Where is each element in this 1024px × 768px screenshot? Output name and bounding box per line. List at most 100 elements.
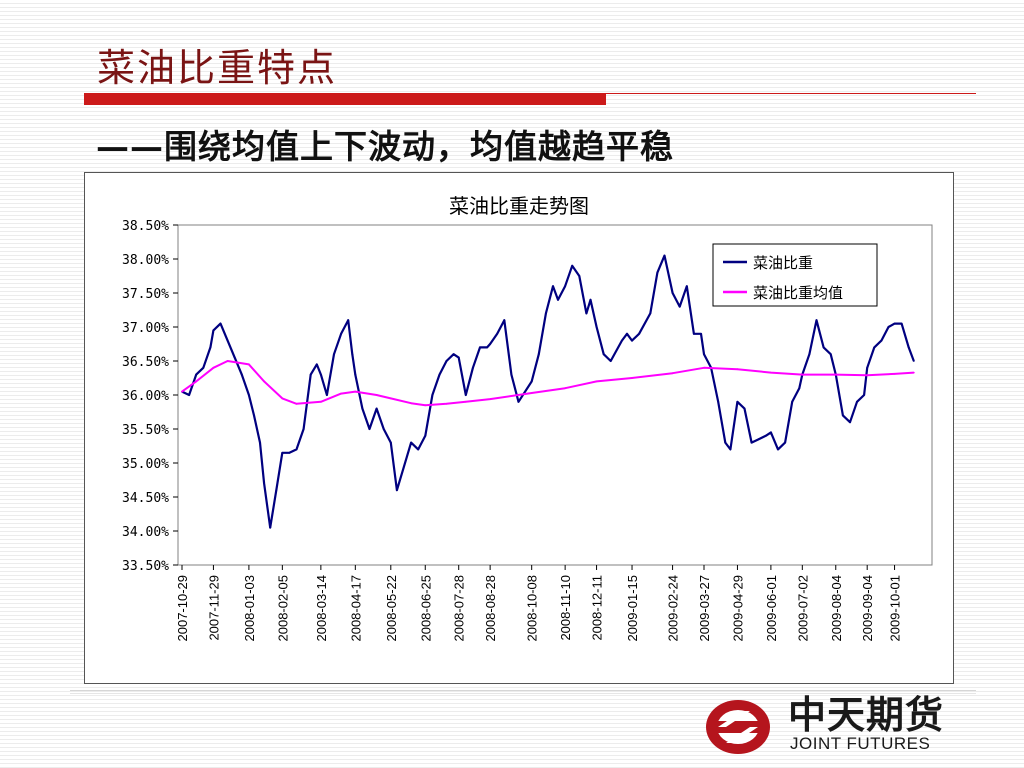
x-tick-label: 2008-11-10	[558, 575, 573, 641]
data-point-main	[438, 373, 441, 376]
data-point-main	[578, 275, 581, 277]
data-point-main	[724, 441, 727, 444]
data-point-main	[315, 363, 318, 366]
data-point-mean	[893, 373, 896, 375]
x-tick-label: 2007-11-29	[206, 575, 221, 641]
data-point-main	[571, 264, 574, 267]
x-tick-label: 2008-01-03	[242, 575, 257, 642]
data-point-main	[693, 332, 695, 335]
data-point-main	[281, 451, 284, 454]
data-point-main	[589, 298, 592, 301]
data-point-mean	[320, 400, 322, 403]
x-tick-label: 2009-07-02	[795, 575, 810, 642]
data-point-main	[770, 431, 772, 434]
data-point-mean	[834, 373, 837, 376]
data-point-main	[663, 254, 666, 257]
x-tick-label: 2008-03-14	[314, 575, 329, 642]
data-point-main	[552, 285, 554, 288]
data-point-main	[269, 526, 272, 529]
data-point-main	[351, 353, 354, 356]
data-point-mean	[464, 400, 467, 403]
data-point-main	[489, 343, 491, 345]
data-point-main	[671, 292, 674, 294]
data-point-main	[656, 271, 659, 274]
chart-title: 菜油比重走势图	[449, 194, 589, 218]
data-point-main	[431, 394, 434, 396]
data-point-main	[907, 346, 910, 349]
data-point-main	[361, 407, 364, 410]
data-point-main	[253, 414, 255, 417]
data-point-mean	[770, 371, 772, 374]
data-point-main	[503, 319, 506, 322]
data-point-main	[517, 400, 520, 403]
data-point-main	[736, 400, 739, 403]
y-tick-label: 35.00%	[122, 457, 169, 472]
data-point-mean	[801, 373, 804, 376]
data-point-main	[530, 380, 533, 383]
data-point-main	[382, 428, 385, 430]
data-point-main	[275, 489, 278, 492]
data-point-main	[856, 400, 858, 403]
y-tick-label: 34.00%	[122, 525, 169, 540]
data-point-main	[621, 339, 623, 342]
data-point-main	[777, 448, 779, 451]
data-point-main	[822, 346, 825, 349]
data-point-mean	[445, 402, 448, 405]
data-point-main	[537, 353, 540, 356]
data-point-mean	[866, 374, 869, 377]
data-point-mean	[354, 390, 357, 393]
data-point-mean	[248, 363, 250, 366]
title-underline	[606, 93, 976, 94]
footer-divider-secondary	[70, 693, 976, 694]
y-tick-label: 36.50%	[122, 355, 169, 370]
data-point-mean	[389, 397, 392, 400]
data-point-mean	[912, 371, 915, 374]
data-point-mean	[375, 394, 378, 396]
data-point-main	[263, 482, 265, 485]
y-tick-label: 33.50%	[122, 559, 169, 574]
data-point-main	[326, 394, 328, 396]
x-tick-label: 2009-08-04	[829, 575, 844, 642]
data-point-main	[557, 298, 559, 301]
y-tick-label: 38.00%	[122, 253, 169, 268]
data-point-main	[849, 421, 851, 424]
x-tick-label: 2009-10-01	[888, 575, 903, 642]
x-tick-label: 2007-10-29	[175, 575, 190, 642]
data-point-main	[212, 329, 215, 332]
data-point-main	[410, 441, 412, 444]
data-point-mean	[281, 397, 284, 400]
data-point-main	[791, 400, 794, 403]
data-point-main	[887, 326, 890, 328]
data-point-main	[866, 366, 869, 369]
legend-label: 菜油比重	[753, 254, 813, 272]
data-point-mean	[295, 402, 298, 405]
data-point-main	[368, 428, 371, 430]
x-tick-label: 2008-12-11	[590, 575, 605, 641]
data-point-mean	[424, 404, 427, 407]
data-point-main	[595, 326, 598, 328]
data-point-main	[403, 465, 405, 468]
data-point-main	[729, 448, 732, 451]
data-point-mean	[631, 377, 633, 379]
data-point-main	[496, 332, 499, 335]
data-point-main	[912, 360, 915, 362]
data-point-main	[240, 373, 243, 376]
data-point-main	[717, 400, 720, 403]
y-tick-label: 38.50%	[122, 219, 169, 234]
chart-frame: 菜油比重走势图 38.50% 38.00% 37.50% 37.00% 36.50% 36…	[84, 172, 954, 684]
data-point-main	[808, 353, 811, 356]
data-point-mean	[703, 366, 705, 369]
x-tick-label: 2008-05-22	[384, 575, 399, 642]
data-point-main	[333, 353, 335, 356]
x-tick-label: 2008-06-25	[418, 575, 433, 642]
data-point-main	[545, 312, 547, 315]
data-point-mean	[410, 402, 412, 405]
data-point-main	[445, 360, 448, 362]
y-tick-label: 37.50%	[122, 287, 169, 302]
data-point-main	[631, 339, 633, 342]
data-point-main	[893, 322, 896, 325]
slide-subtitle: ——围绕均值上下波动，均值越趋平稳	[96, 127, 674, 166]
data-point-main	[452, 353, 455, 356]
slide-title: 菜油比重特点	[97, 46, 338, 90]
data-point-main	[209, 346, 212, 349]
